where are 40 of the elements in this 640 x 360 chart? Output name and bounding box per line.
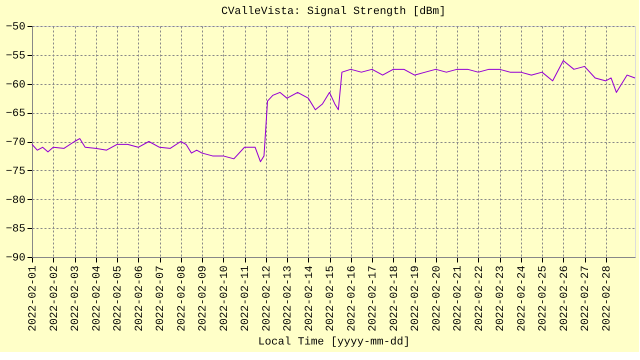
x-tick-label: 2022-02-09	[198, 266, 210, 332]
x-tick-label: 2022-02-02	[48, 266, 61, 332]
y-tick-label: −80	[6, 194, 26, 207]
x-tick-label: 2022-02-17	[368, 266, 380, 332]
x-tick-label: 2022-02-19	[410, 266, 422, 332]
x-tick-label: 2022-02-25	[538, 266, 550, 332]
x-tick-label: 2022-02-22	[474, 266, 486, 332]
x-tick-label: 2022-02-21	[452, 265, 465, 332]
x-tick-label: 2022-02-04	[91, 265, 104, 332]
x-tick-label: 2022-02-27	[580, 266, 592, 332]
chart-title: CValleVista: Signal Strength [dBm]	[221, 6, 446, 18]
y-tick-label: −65	[6, 108, 26, 120]
y-tick-label: −90	[6, 252, 26, 264]
line-series	[32, 60, 636, 162]
x-tick-label: 2022-02-26	[558, 266, 571, 332]
x-tick-label: 2022-02-10	[218, 266, 231, 332]
y-tick-label: −70	[6, 137, 26, 149]
x-tick-label: 2022-02-28	[601, 266, 614, 332]
x-tick-label: 2022-02-05	[112, 266, 125, 332]
x-tick-label: 2022-02-13	[282, 266, 295, 332]
x-tick-label: 2022-02-16	[346, 266, 358, 332]
y-tick-label: −60	[6, 79, 26, 92]
x-tick-label: 2022-02-07	[155, 266, 168, 332]
x-axis-title: Local Time [yyyy-mm-dd]	[258, 336, 410, 349]
x-tick-label: 2022-02-08	[176, 266, 188, 332]
y-tick-label: −85	[6, 224, 26, 236]
x-tick-label: 2022-02-15	[325, 266, 338, 332]
y-tick-label: −55	[6, 50, 26, 62]
x-tick-label: 2022-02-01	[28, 265, 40, 332]
x-tick-label: 2022-02-14	[304, 265, 316, 332]
x-tick-label: 2022-02-20	[431, 266, 444, 332]
x-tick-label: 2022-02-11	[240, 265, 252, 332]
x-tick-label: 2022-02-03	[70, 266, 82, 332]
y-tick-label: −75	[6, 166, 26, 178]
y-tick-label: −50	[6, 22, 26, 34]
x-tick-label: 2022-02-23	[495, 266, 508, 332]
x-tick-label: 2022-02-06	[134, 266, 146, 332]
x-tick-label: 2022-02-24	[516, 265, 528, 332]
x-tick-label: 2022-02-18	[388, 266, 401, 332]
x-tick-label: 2022-02-12	[261, 266, 274, 332]
